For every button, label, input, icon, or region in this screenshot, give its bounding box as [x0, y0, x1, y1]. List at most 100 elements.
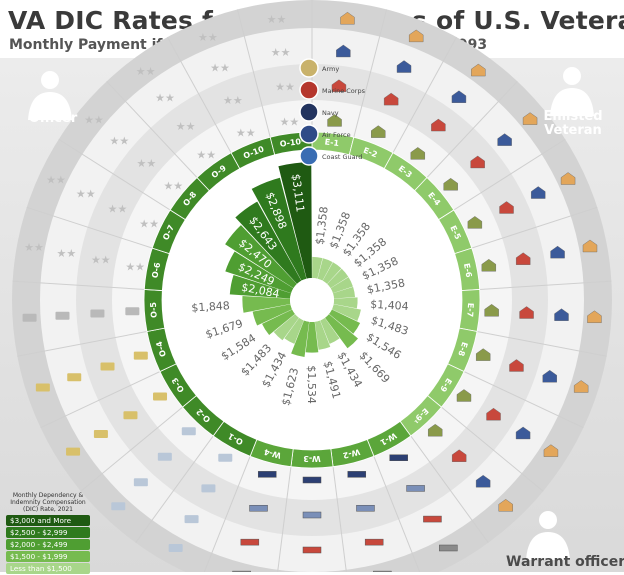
rank-star-icon: ★★: [46, 174, 66, 187]
rank-star-icon: ★★: [110, 135, 130, 148]
warrant-insignia-icon: [406, 485, 425, 492]
branch-label: Army: [322, 65, 339, 73]
wheel-spoke: [447, 363, 584, 429]
wheel-spoke: [17, 327, 165, 357]
chevron-insignia-icon: [498, 499, 513, 512]
rate-bar: [235, 201, 302, 284]
legend-item: Less than $1,500: [6, 563, 90, 574]
rate-bar: [225, 225, 297, 289]
wheel-spoke: [348, 9, 388, 155]
legend: Monthly Dependency & Indemnity Compensat…: [6, 492, 90, 575]
warrant-insignia-icon: [439, 544, 458, 552]
rank-bar-icon: [67, 373, 82, 382]
center-hole: [290, 278, 334, 322]
chevron-insignia-icon: [550, 245, 565, 259]
rate-value-label: $1,848: [191, 299, 230, 314]
chevron-insignia-icon: [542, 370, 557, 383]
chevron-insignia-icon: [431, 118, 446, 132]
branch-label: Navy: [322, 109, 339, 117]
rank-star-icon: ★★: [76, 188, 96, 201]
chevron-insignia-icon: [443, 178, 458, 191]
branch-label: Marine Corps: [322, 87, 366, 95]
branch-seal-icon: [299, 102, 319, 122]
chevron-insignia-icon: [543, 444, 559, 457]
rank-bar-icon: [201, 484, 216, 493]
warrant-officer-label: Warrant officer: [506, 554, 624, 570]
warrant-insignia-icon: [356, 504, 375, 512]
chevron-insignia-icon: [486, 407, 501, 421]
wheel-spoke: [399, 421, 489, 543]
officer-label: Officer: [28, 111, 78, 126]
rate-bar: [252, 304, 293, 326]
warrant-insignia-icon: [240, 538, 260, 546]
wheel-spoke: [459, 327, 607, 357]
rank-bar-icon: [157, 452, 172, 461]
branch-label: Air Force: [322, 131, 351, 139]
rate-bar: [225, 251, 294, 294]
enlisted-label: Enlisted Veteran: [543, 109, 603, 138]
chevron-insignia-icon: [331, 79, 347, 92]
rank-star-icon: ★★: [280, 115, 300, 128]
rank-star-icon: ★★: [125, 260, 145, 273]
grade-label: O-6: [150, 261, 162, 279]
rank-star-icon: ★★: [84, 114, 104, 127]
rate-bar: [305, 321, 319, 353]
chevron-insignia-icon: [519, 306, 534, 319]
warrant-insignia-icon: [364, 538, 384, 546]
rank-star-icon: ★★: [176, 120, 196, 133]
wheel-spoke: [12, 280, 163, 292]
wheel-spoke: [135, 421, 225, 543]
chevron-insignia-icon: [509, 359, 524, 372]
rank-bar-icon: [66, 447, 81, 456]
rank-bar-icon: [133, 478, 148, 487]
wheel-spoke: [438, 138, 566, 221]
chevron-insignia-icon: [456, 389, 472, 402]
grade-label: E-6: [462, 262, 474, 278]
wheel-spoke: [461, 280, 612, 292]
rank-star-icon: ★★: [223, 94, 243, 107]
rank-bar-icon: [133, 351, 148, 360]
legend-item: $1,500 - $1,999: [6, 551, 90, 562]
rate-bar: [284, 317, 304, 344]
warrant-insignia-icon: [302, 511, 322, 519]
rank-bar-icon: [218, 453, 233, 462]
wheel-spoke: [454, 206, 598, 255]
wheel-spoke: [383, 36, 457, 169]
wheel-spoke: [203, 439, 258, 572]
rank-star-icon: ★★: [57, 247, 77, 260]
chevron-insignia-icon: [499, 201, 514, 214]
rank-bar-icon: [181, 427, 196, 436]
chevron-insignia-icon: [522, 112, 538, 125]
rate-bar: [333, 297, 358, 309]
rank-star-icon: ★★: [108, 202, 128, 215]
rank-bar-icon: [100, 362, 115, 371]
chevron-insignia-icon: [428, 423, 443, 437]
rank-bar-icon: [125, 307, 140, 316]
rank-star-icon: ★★: [139, 217, 159, 230]
rate-value-label: $1,534: [305, 365, 318, 404]
chevron-insignia-icon: [327, 114, 342, 127]
legend-item: $3,000 and More: [6, 515, 90, 526]
wheel-spoke: [236, 9, 276, 155]
warrant-officer-figure-icon: [526, 511, 570, 560]
officer-figure-icon: [28, 71, 72, 120]
chevron-insignia-icon: [582, 239, 598, 253]
rank-bar-icon: [90, 309, 105, 318]
chevron-insignia-icon: [554, 308, 569, 321]
chevron-insignia-icon: [340, 11, 355, 25]
warrant-insignia-icon: [249, 504, 268, 512]
legend-item: $2,500 - $2,999: [6, 527, 90, 538]
chevron-insignia-icon: [451, 90, 467, 103]
rank-bar-icon: [153, 392, 168, 401]
warrant-insignia-icon: [302, 546, 322, 554]
rate-bar: [327, 268, 349, 289]
chevron-insignia-icon: [573, 380, 589, 393]
rank-bar-icon: [93, 429, 108, 438]
rate-bar: [322, 262, 342, 284]
rate-value-label: $3,111: [289, 173, 307, 213]
chevron-insignia-icon: [481, 259, 497, 272]
rank-star-icon: ★★: [275, 81, 295, 94]
warrant-insignia-icon: [389, 454, 408, 461]
chevron-insignia-icon: [408, 29, 424, 43]
warrant-insignia-icon: [423, 515, 442, 523]
